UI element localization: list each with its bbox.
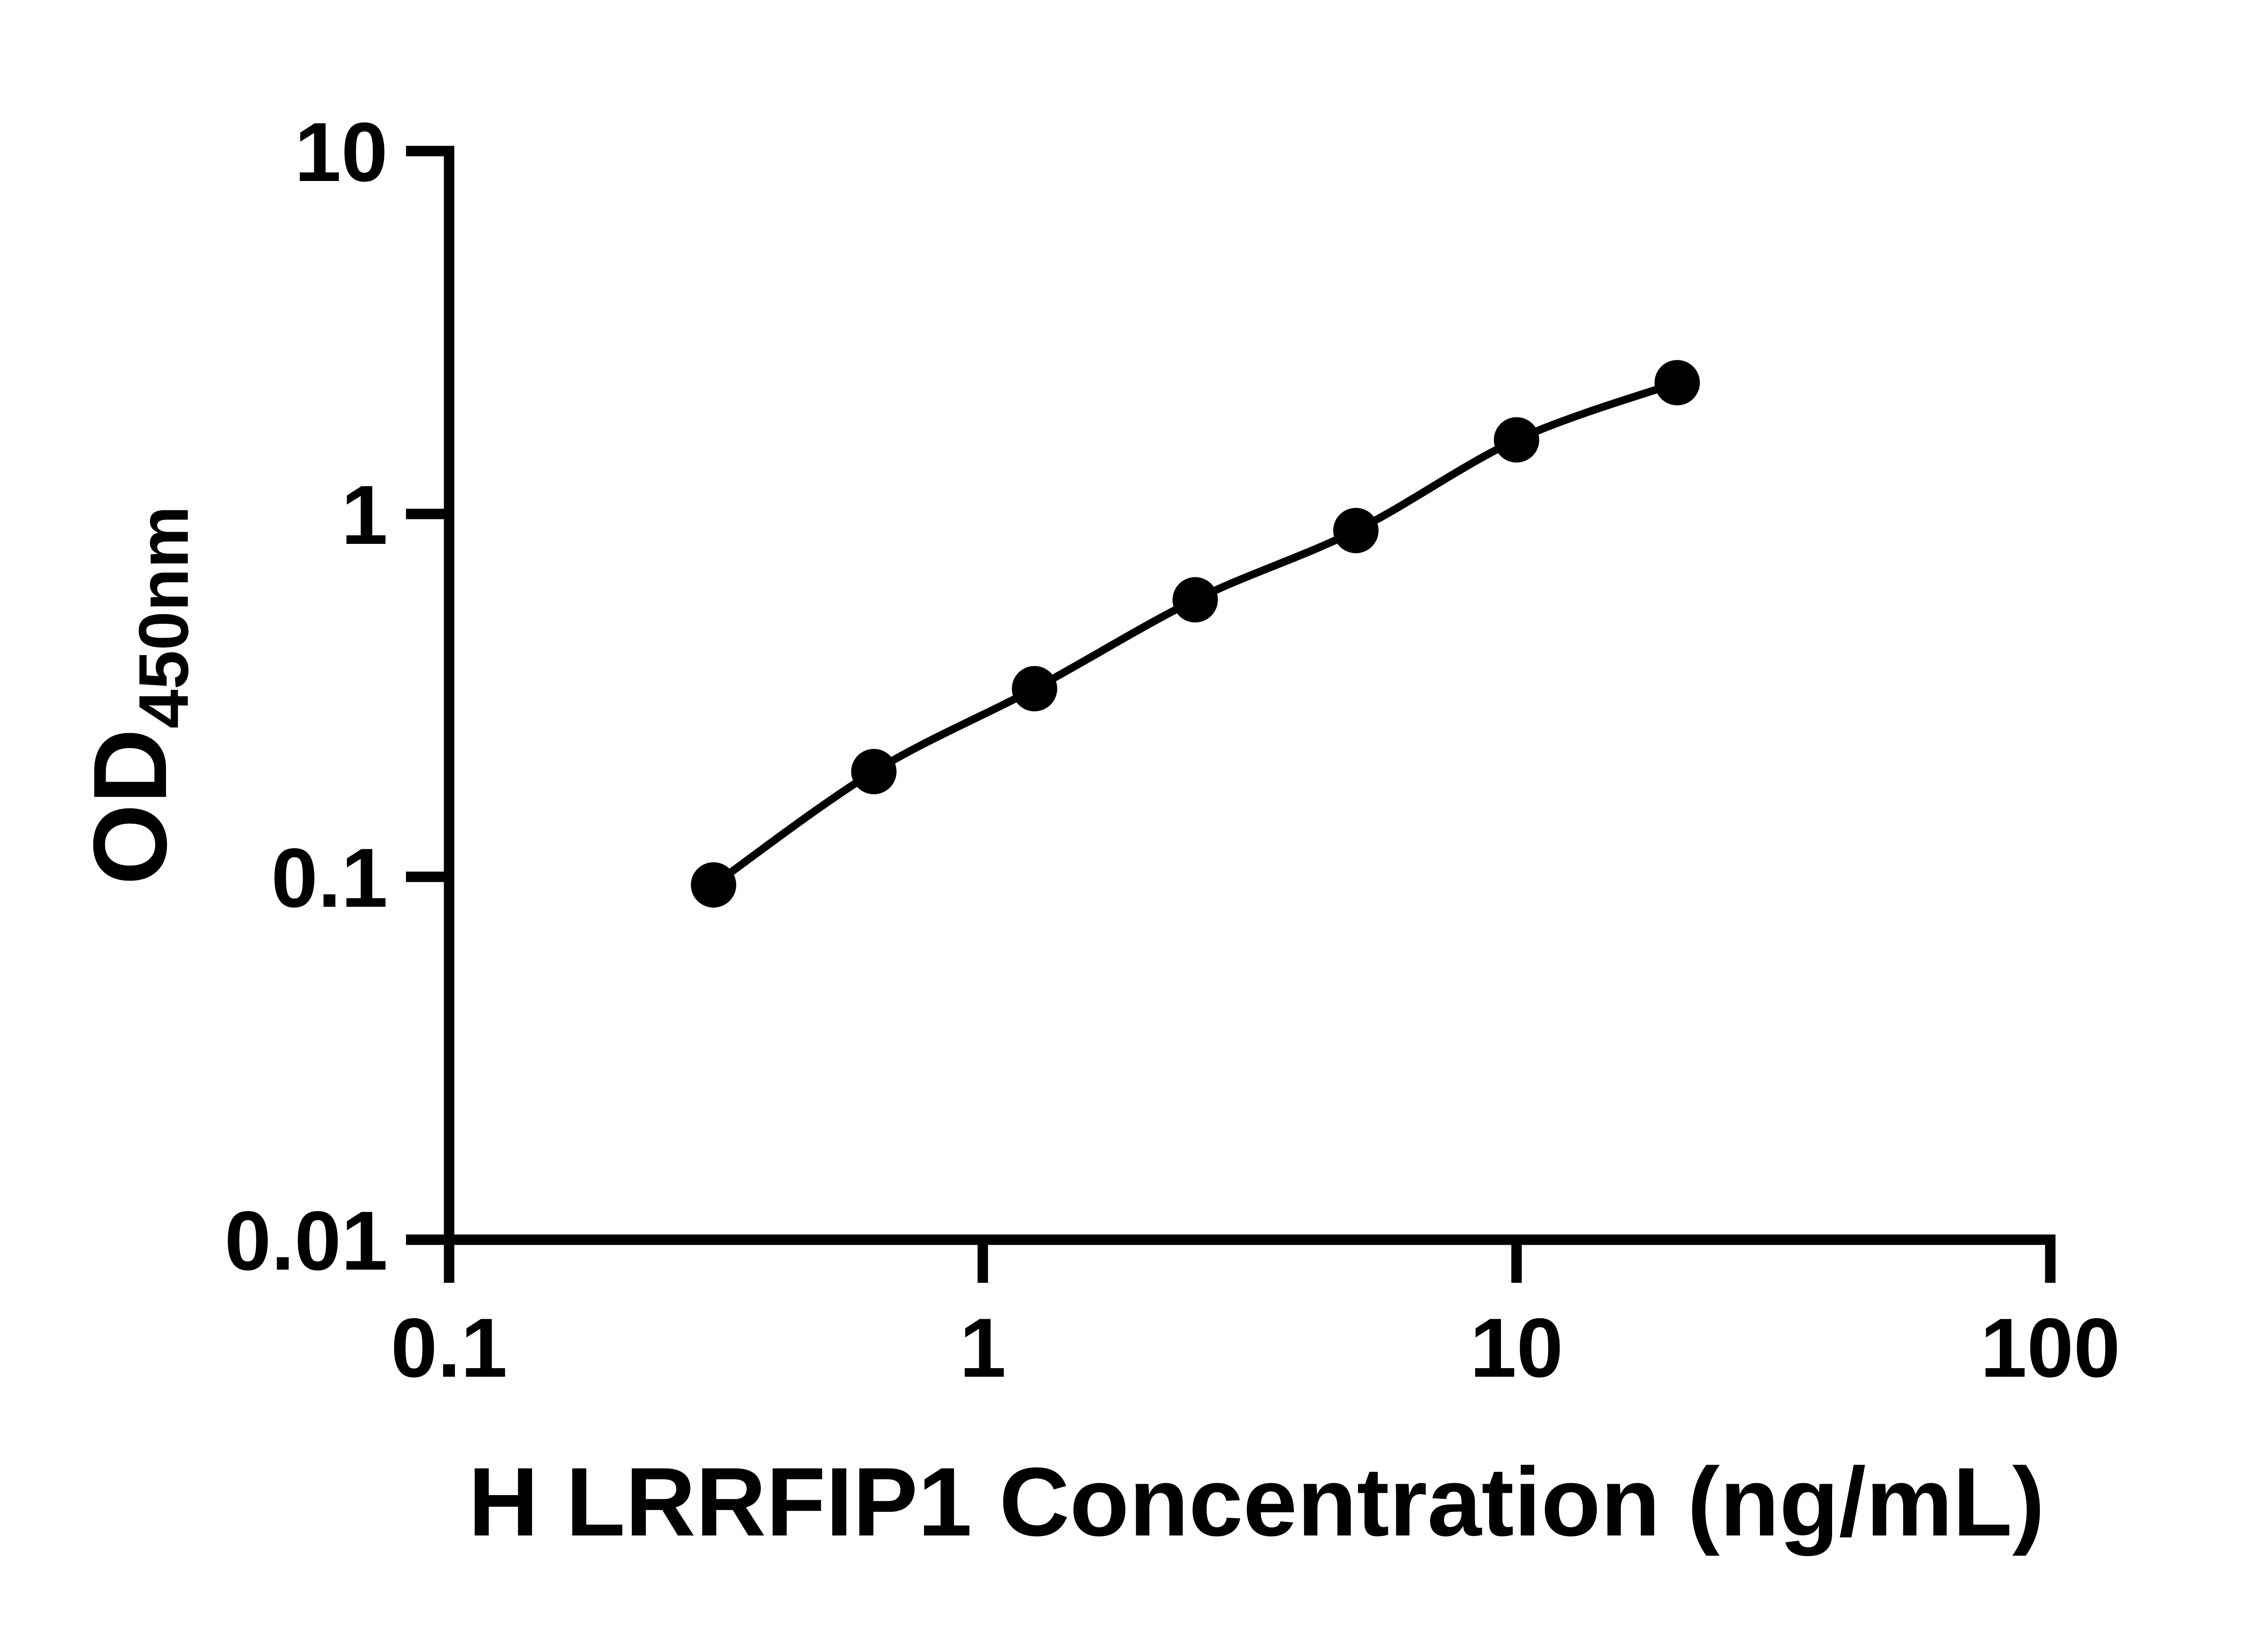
y-tick-label: 10 bbox=[294, 106, 388, 199]
x-tick-label: 100 bbox=[1980, 1301, 2121, 1395]
data-point bbox=[1333, 508, 1379, 553]
y-axis-title: OD450nm bbox=[72, 506, 203, 885]
data-point bbox=[851, 748, 897, 794]
series-line bbox=[711, 379, 1679, 888]
data-point bbox=[1172, 577, 1218, 623]
data-point bbox=[691, 862, 737, 908]
y-axis-title-main: OD bbox=[72, 728, 188, 885]
x-tick-label: 0.1 bbox=[391, 1301, 507, 1395]
data-point bbox=[1654, 360, 1700, 406]
x-axis-title: H LRRFIP1 Concentration (ng/mL) bbox=[468, 1447, 2045, 1556]
y-tick-label: 0.1 bbox=[271, 831, 388, 925]
data-point bbox=[1494, 417, 1540, 463]
x-tick-label: 10 bbox=[1470, 1301, 1563, 1395]
y-axis-title-sub: 450nm bbox=[124, 505, 203, 729]
y-tick-label: 0.01 bbox=[225, 1194, 388, 1288]
x-tick-label: 1 bbox=[959, 1301, 1006, 1395]
y-tick-label: 1 bbox=[341, 469, 388, 562]
data-point bbox=[1012, 666, 1057, 712]
